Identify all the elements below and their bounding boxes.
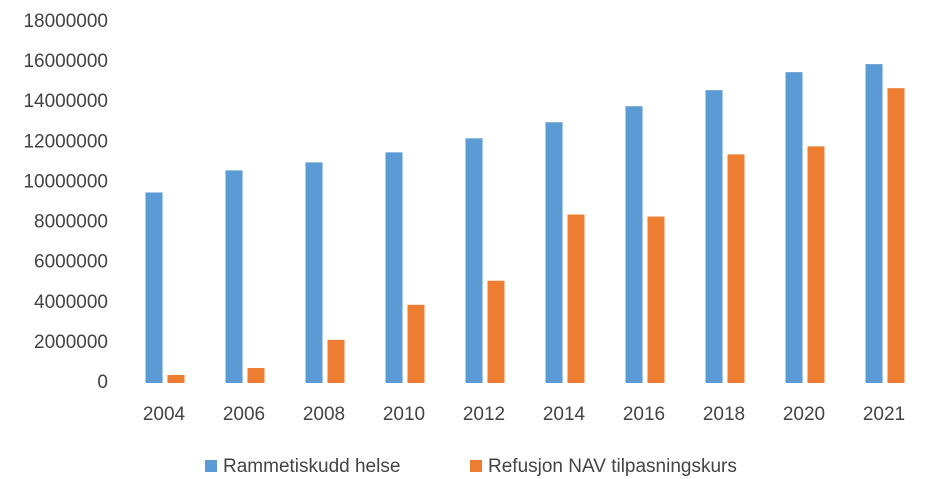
y-tick-label: 6000000	[34, 252, 108, 273]
bar	[705, 90, 723, 383]
bar	[487, 280, 505, 383]
x-tick-label: 2018	[703, 404, 745, 425]
x-tick-label: 2020	[783, 404, 825, 425]
y-tick-label: 0	[97, 372, 108, 393]
bar	[887, 88, 905, 383]
y-tick-label: 12000000	[23, 131, 108, 152]
x-tick-label: 2004	[143, 404, 186, 425]
bar	[167, 374, 185, 383]
bar	[407, 304, 425, 383]
bar	[727, 154, 745, 383]
y-tick-label: 10000000	[23, 171, 108, 192]
y-tick-label: 2000000	[34, 332, 108, 353]
bar	[247, 367, 265, 383]
y-tick-label: 8000000	[34, 212, 108, 233]
y-tick-label: 4000000	[34, 292, 108, 313]
x-tick-label: 2021	[863, 404, 905, 425]
bar	[625, 106, 643, 383]
legend-label: Refusjon NAV tilpasningskurs	[488, 456, 737, 477]
legend-label: Rammetiskudd helse	[223, 456, 400, 477]
x-tick-label: 2014	[543, 404, 586, 425]
bar	[567, 214, 585, 383]
x-tick-label: 2008	[303, 404, 345, 425]
bar	[545, 122, 563, 384]
bar	[647, 216, 665, 383]
y-tick-label: 16000000	[23, 51, 108, 72]
y-tick-label: 18000000	[23, 11, 108, 32]
bar	[465, 138, 483, 383]
x-tick-label: 2016	[623, 404, 665, 425]
bar	[145, 192, 163, 383]
x-tick-label: 2012	[463, 404, 505, 425]
legend-swatch	[205, 460, 217, 472]
x-tick-label: 2010	[383, 404, 425, 425]
bar	[807, 146, 825, 383]
bar	[785, 72, 803, 383]
legend-swatch	[470, 460, 482, 472]
bar	[225, 170, 243, 383]
bar	[865, 64, 883, 383]
bar	[305, 162, 323, 383]
bar	[385, 152, 403, 383]
bar	[327, 339, 345, 383]
y-tick-label: 14000000	[23, 91, 108, 112]
x-tick-label: 2006	[223, 404, 265, 425]
